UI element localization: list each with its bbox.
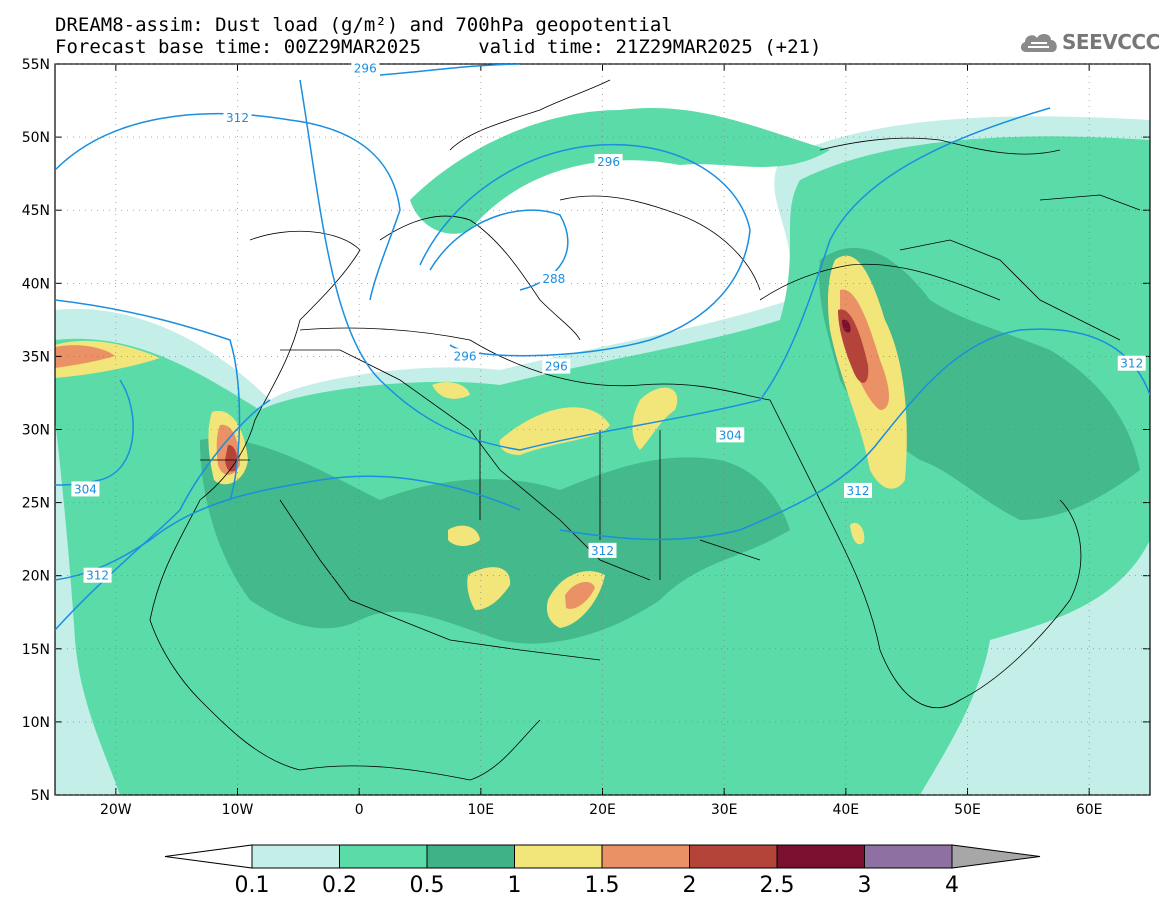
dust-plume-libya (499, 407, 610, 455)
colorbar-label: 3 (858, 873, 872, 898)
dust-plume-tunisia (432, 382, 470, 399)
colorbar-swatch (339, 844, 428, 869)
contour-label-text: 288 (542, 272, 565, 286)
dust-field-medium-east (819, 247, 1140, 520)
lat-tick-label: 10N (22, 715, 50, 731)
contour-line (379, 64, 521, 76)
dust-colorbar: 0.1 0.2 0.5 1 1.5 2 2.5 3 4 (164, 844, 1041, 898)
colorbar-label: 1.5 (585, 873, 620, 898)
contour-label: 296 (451, 348, 480, 364)
contour-label-text: 296 (454, 349, 477, 363)
contour-line (559, 328, 1150, 541)
dust-field-north (410, 108, 830, 234)
contour-label: 296 (542, 358, 571, 374)
lon-tick-label: 50E (954, 802, 981, 818)
colorbar-label: 0.2 (322, 873, 357, 898)
lat-tick-label: 20N (22, 569, 50, 585)
colorbar-swatch (689, 844, 778, 869)
contour-label: 312 (844, 482, 872, 498)
colorbar-swatch (601, 844, 690, 869)
dust-hotspot-algeria (448, 525, 480, 546)
lat-tick-label: 25N (22, 496, 50, 512)
contour-line (55, 399, 271, 631)
lon-tick-label: 10E (467, 802, 494, 818)
coastlines (149, 79, 1141, 781)
colorbar-low-arrow (164, 844, 253, 869)
contour-label-text: 312 (847, 484, 870, 498)
contour-line (55, 379, 134, 486)
seevccc-logo: SEEVCCC (1018, 26, 1160, 60)
contour-label: 296 (594, 153, 623, 169)
dust-field-medium (200, 438, 790, 644)
dust-hotspot-chad-core (565, 581, 595, 609)
contour-label-text: 304 (719, 428, 742, 442)
lon-tick-label: 60E (1076, 802, 1103, 818)
colorbar-label: 1 (508, 873, 522, 898)
cloud-icon (1020, 34, 1057, 52)
geopotential-contour-labels: 296 312 296 288 296 296 304 312 312 304 312 312 (71, 60, 1146, 583)
dust-hotspot-morocco-core (225, 444, 238, 472)
logo-text: SEEVCCC (1062, 30, 1160, 54)
forecast-times: Forecast base time: 00Z29MAR2025 valid t… (55, 36, 822, 58)
colorbar-high-arrow (951, 844, 1041, 869)
contour-label-text: 312 (86, 569, 109, 583)
contour-label: 312 (1117, 355, 1146, 371)
contour-line (299, 79, 1051, 451)
lat-tick-label: 50N (22, 130, 50, 146)
colorbar-swatch (426, 844, 515, 869)
contour-label-text: 312 (591, 544, 614, 558)
contour-line (55, 475, 521, 581)
contour-line (419, 143, 751, 357)
map-title: DREAM8-assim: Dust load (g/m²) and 700hP… (55, 14, 673, 36)
contour-line (55, 113, 401, 301)
lat-tick-label: 55N (22, 57, 50, 73)
dust-hotspot-niger (467, 567, 511, 610)
contour-label-text: 312 (1120, 357, 1143, 371)
colorbar-label: 4 (945, 873, 959, 898)
colorbar-swatch (864, 844, 953, 869)
contour-label: 304 (716, 427, 745, 443)
dust-hotspot-arabia (850, 522, 865, 545)
contour-label-text: 296 (597, 155, 620, 169)
colorbar-swatch (251, 844, 340, 869)
lon-tick-label: 10W (222, 802, 254, 818)
dust-plume-iraq-peak (842, 319, 851, 333)
map-axes: 20W 10W 0 10E 20E 30E 40E 50E 60E 55N 50N 45N 40N 35N… (22, 57, 1151, 818)
contour-label-text: 296 (545, 360, 568, 374)
colorbar-label: 0.1 (235, 873, 270, 898)
lat-tick-label: 40N (22, 276, 50, 292)
lat-tick-label: 45N (22, 203, 50, 219)
contour-label: 296 (351, 60, 380, 76)
colorbar-swatch (776, 844, 865, 869)
lat-tick-label: 35N (22, 349, 50, 365)
contour-line (55, 299, 241, 501)
contour-label: 288 (539, 270, 568, 286)
colorbar-swatch (514, 844, 603, 869)
lat-tick-label: 30N (22, 423, 50, 439)
colorbar-label: 2 (683, 873, 697, 898)
lon-tick-label: 0 (355, 802, 364, 818)
contour-label-text: 312 (226, 111, 249, 125)
contour-label: 312 (223, 110, 252, 126)
lon-tick-label: 20W (100, 802, 132, 818)
lat-tick-label: 15N (22, 642, 50, 658)
dust-plume-libya-east (632, 387, 678, 450)
contour-label-text: 296 (354, 61, 377, 75)
lon-tick-label: 20E (589, 802, 616, 818)
contour-label: 312 (588, 542, 617, 558)
contour-label-text: 304 (74, 482, 97, 496)
lon-tick-label: 40E (832, 802, 859, 818)
contour-label: 312 (83, 567, 112, 583)
lon-tick-label: 30E (711, 802, 738, 818)
lat-tick-label: 5N (31, 788, 50, 804)
colorbar-label: 2.5 (760, 873, 795, 898)
contour-label: 304 (71, 481, 100, 497)
colorbar-label: 0.5 (410, 873, 445, 898)
